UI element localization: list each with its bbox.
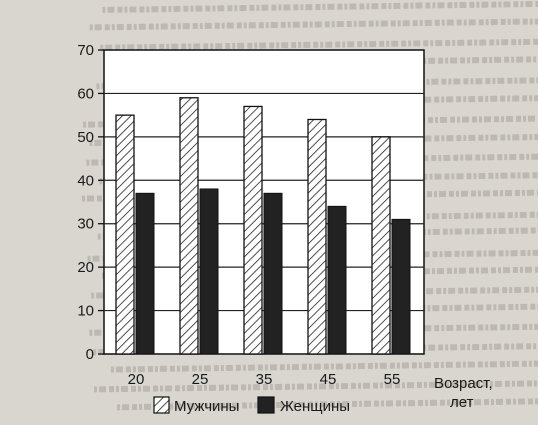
bar-men-45 (307, 118, 327, 355)
y-tick-label: 50 (77, 129, 94, 146)
y-tick-label: 10 (77, 303, 94, 320)
legend-swatch-women (257, 396, 275, 414)
bar-men-35 (243, 105, 263, 355)
y-tick-label: 40 (77, 172, 94, 189)
legend-label-men: Мужчины (174, 398, 239, 415)
bar-women-45 (327, 205, 347, 355)
x-tick-label: 25 (192, 371, 209, 388)
legend-label-women: Женщины (280, 398, 350, 415)
bar-women-55 (391, 218, 411, 355)
x-axis-title-line2: лет (450, 394, 474, 411)
bleed-text-line (89, 18, 538, 31)
bars (115, 97, 411, 355)
y-tick-label: 20 (77, 259, 94, 276)
y-tick-label: 70 (77, 42, 94, 59)
y-tick-label: 30 (77, 216, 94, 233)
bleed-text-line (115, 56, 538, 69)
bleed-text-line (100, 38, 538, 51)
bar-women-25 (199, 188, 219, 355)
x-tick-label: 45 (320, 371, 337, 388)
legend: Мужчины Женщины (153, 396, 350, 415)
bleed-text-line (110, 360, 538, 373)
bar-women-35 (263, 192, 283, 355)
y-tick-label: 0 (86, 346, 94, 363)
x-axis-title-line1: Возраст, (434, 375, 493, 392)
bar-men-25 (179, 97, 199, 355)
x-tick-label: 20 (128, 371, 145, 388)
legend-swatch-men (153, 396, 170, 414)
bar-men-20 (115, 114, 135, 355)
x-tick-label: 35 (256, 371, 273, 388)
bar-women-20 (135, 192, 155, 355)
x-tick-label: 55 (384, 371, 401, 388)
y-tick-label: 60 (77, 85, 94, 102)
x-axis-ticks: 20 25 35 45 55 (128, 371, 401, 388)
bar-men-55 (371, 136, 391, 355)
y-axis-ticks: 0 10 20 30 40 50 60 70 (77, 42, 104, 363)
bleed-text-line (93, 380, 538, 393)
bleed-text-line (102, 0, 538, 13)
